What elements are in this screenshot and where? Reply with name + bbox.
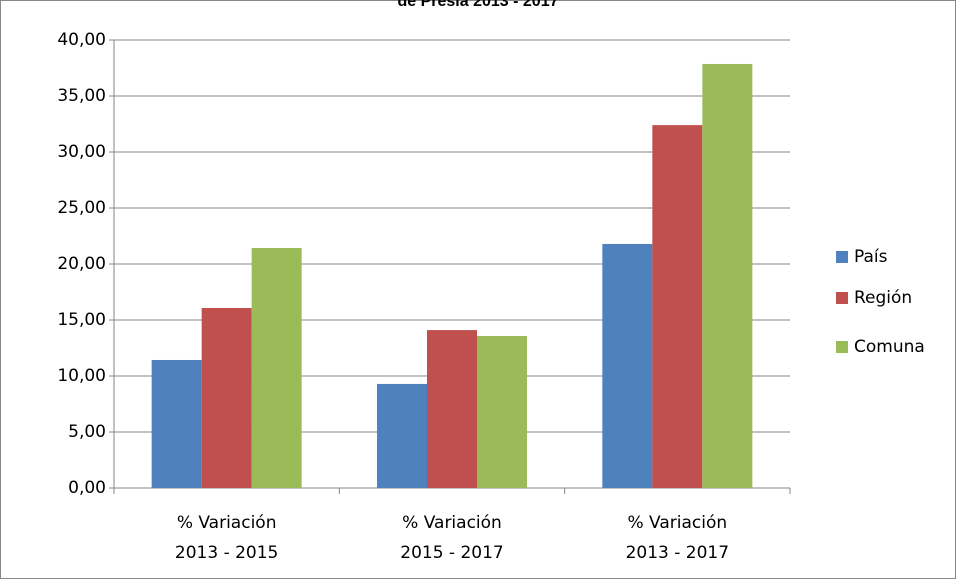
y-tick-label: 35,00 (57, 86, 106, 106)
y-tick-label: 40,00 (57, 30, 106, 50)
legend-label: Región (854, 288, 912, 308)
bar (251, 247, 302, 488)
x-tick-label: % Variación 2015 - 2017 (400, 513, 504, 563)
legend-swatch (836, 251, 848, 263)
y-tick-label: 10,00 (57, 366, 106, 386)
legend-label: País (854, 247, 888, 267)
legend-label: Comuna (854, 337, 925, 357)
y-tick-label: 15,00 (57, 310, 106, 330)
legend-swatch (836, 292, 848, 304)
bar (477, 336, 527, 488)
bar (201, 308, 252, 488)
y-tick-label: 30,00 (57, 142, 106, 162)
y-tick-label: 25,00 (57, 198, 106, 218)
x-tick-label: % Variación 2013 - 2015 (174, 513, 279, 563)
bar (602, 243, 653, 488)
bar (427, 330, 477, 488)
y-tick-label: 0,00 (68, 478, 106, 498)
legend-swatch (836, 341, 848, 353)
bar (151, 359, 202, 488)
bar (377, 383, 427, 488)
x-tick-label: % Variación 2013 - 2017 (625, 513, 730, 563)
bar (652, 125, 703, 489)
y-tick-label: 5,00 (68, 422, 106, 442)
y-tick-label: 20,00 (57, 254, 106, 274)
chart-title: de Presia 2013 - 2017 (397, 0, 558, 10)
bar (702, 63, 753, 489)
